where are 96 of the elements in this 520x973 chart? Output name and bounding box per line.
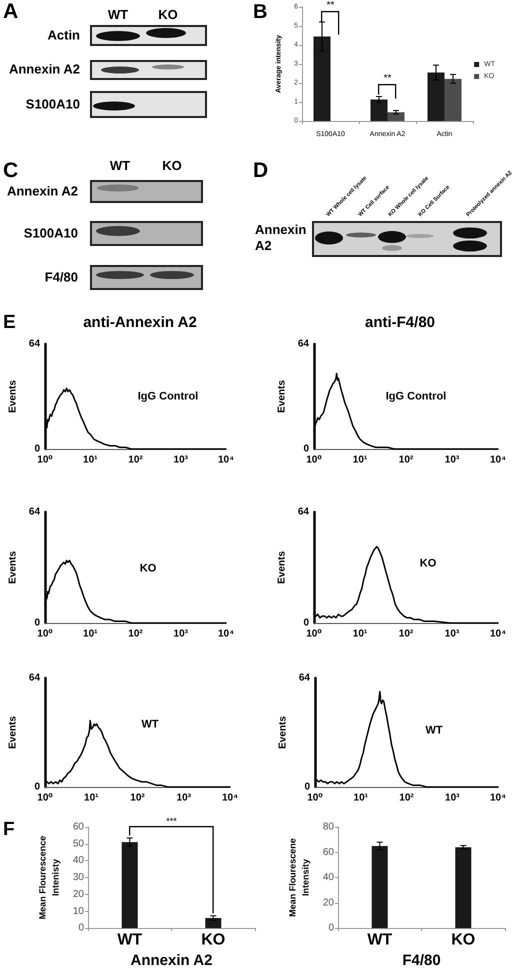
category-label: Actin (48, 27, 80, 42)
x-tick-label: 10¹ (83, 628, 98, 640)
x-tick-label: 10⁴ (218, 628, 234, 640)
y-axis-title: Events (277, 716, 288, 749)
x-tick-label: 10³ (174, 454, 189, 466)
text: *** (166, 816, 177, 826)
x-tick-label: 10² (128, 628, 144, 640)
x-axis-title: Annexin A2 (130, 952, 212, 969)
x-tick-label: WT (367, 932, 392, 949)
y-tick-label: 0 (303, 444, 310, 454)
x-tick-label: 10⁰ (37, 628, 53, 640)
x-tick-label: 10³ (444, 454, 460, 466)
annotation: KO (420, 558, 436, 570)
x-tick-label: 10³ (445, 792, 460, 804)
category-label: Annexin A2 (255, 222, 306, 254)
annotation: ** (326, 0, 334, 12)
y-tick-label: 10 (72, 906, 84, 917)
y-tick-label: 64 (28, 506, 40, 518)
annotation: ** (384, 72, 392, 84)
x-tick-label: KO (201, 932, 226, 949)
y-tick-label: 0 (34, 444, 40, 454)
annotation: IgG Control (138, 390, 198, 404)
annotation: WT (425, 724, 443, 738)
y-axis-title: Events (276, 550, 288, 584)
y-tick-label: 64 (298, 672, 310, 684)
y-axis-title: Mean Flourescence Intenisty (37, 836, 60, 920)
y-tick-label: 0 (304, 782, 310, 792)
x-tick-label: 10² (399, 792, 414, 804)
annotation: WT (141, 718, 159, 732)
category-label: S100A10 (26, 96, 80, 112)
text: D (253, 159, 268, 182)
y-axis-title: Events (8, 380, 18, 413)
x-axis-title: F4/80 (402, 952, 441, 969)
x-tick-label: 10⁴ (490, 628, 506, 640)
text: A (3, 0, 18, 23)
chart-title: E (3, 312, 16, 333)
y-axis-title: Events (8, 716, 18, 749)
x-tick-label: 10⁰ (307, 792, 323, 804)
x-tick-label: 10⁴ (490, 792, 506, 804)
chart-subtitle: anti-F4/80 (364, 314, 436, 331)
x-tick-label: 10⁰ (306, 454, 322, 466)
x-tick-label: 10⁴ (218, 454, 234, 466)
x-tick-label: 10¹ (352, 628, 368, 640)
x-tick-label: 10⁰ (306, 628, 322, 640)
x-tick-label: 10² (128, 454, 144, 466)
category-label: Annexin A2 (8, 62, 80, 77)
y-tick-label: 0 (78, 922, 84, 934)
y-tick-label: 0 (328, 922, 334, 934)
y-tick-label: 30 (72, 872, 84, 884)
x-tick-label: 10² (398, 628, 414, 640)
y-tick-label: 20 (72, 888, 84, 900)
y-tick-label: 80 (322, 822, 334, 832)
x-tick-label: 10² (398, 454, 414, 466)
x-tick-label: 10³ (176, 792, 192, 804)
x-tick-label: 10¹ (84, 792, 100, 804)
y-tick-label: 64 (298, 506, 310, 518)
y-axis-title: Events (8, 550, 18, 584)
y-tick-label: 20 (322, 897, 334, 908)
x-tick-label: 10⁰ (37, 454, 53, 466)
x-tick-label: 10¹ (352, 454, 368, 466)
x-tick-label: 10⁴ (222, 792, 238, 804)
x-tick-label: 10⁴ (490, 454, 506, 466)
category-label: KO (158, 7, 178, 23)
category-label: S100A10 (24, 225, 78, 240)
x-tick-label: 10⁰ (37, 792, 53, 804)
y-axis-title: Events (276, 380, 288, 413)
category-label: Annexin A2 (6, 183, 78, 198)
category-label: WT (110, 158, 130, 174)
y-tick-label: 0 (34, 782, 40, 792)
chart-subtitle: anti-Annexin A2 (83, 314, 197, 331)
x-tick-label: WT (117, 932, 142, 949)
category-label: F4/80 (44, 269, 78, 284)
y-tick-label: 0 (303, 618, 310, 628)
y-tick-label: 60 (322, 846, 334, 858)
y-axis-title: Mean Flourescene Intensity (287, 838, 310, 917)
y-tick-label: 64 (28, 338, 40, 350)
y-tick-label: 64 (298, 338, 310, 350)
text: C (3, 159, 18, 182)
x-tick-label: 10³ (174, 628, 189, 640)
y-tick-label: 0 (34, 618, 40, 628)
chart-title: B (253, 1, 268, 23)
y-tick-label: 64 (28, 672, 40, 684)
x-tick-label: 10³ (444, 628, 460, 640)
x-tick-label: 10¹ (83, 454, 98, 466)
category-label: WT (108, 7, 128, 23)
chart-title: F (3, 819, 15, 840)
annotation: IgG Control (386, 390, 446, 404)
x-tick-label: 10¹ (354, 792, 369, 804)
y-tick-label: 40 (322, 872, 334, 884)
annotation: KO (140, 562, 156, 576)
category-label: KO (162, 158, 182, 174)
y-tick-label: 40 (72, 855, 84, 866)
y-tick-label: 60 (72, 822, 84, 832)
y-tick-label: 50 (72, 838, 84, 850)
x-tick-label: KO (451, 932, 476, 949)
x-tick-label: 10² (130, 792, 146, 804)
